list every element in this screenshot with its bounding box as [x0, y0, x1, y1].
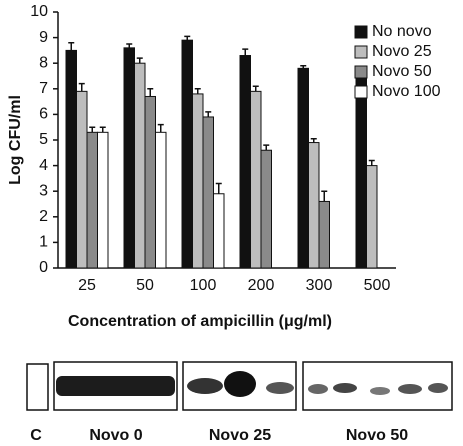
x-tick-label: 200	[248, 277, 275, 294]
x-tick-label: 300	[306, 277, 333, 294]
error-bar	[136, 57, 143, 64]
error-bar	[194, 88, 201, 94]
y-tick-label: 7	[39, 80, 48, 97]
gel-band	[428, 383, 448, 393]
x-tick-label: 100	[190, 277, 217, 294]
bar	[355, 72, 367, 269]
bar	[144, 95, 156, 269]
bar	[76, 90, 88, 269]
x-tick-label: 25	[78, 277, 96, 294]
error-bar	[68, 41, 75, 51]
error-bar	[99, 126, 106, 133]
gel-lane-box	[26, 363, 49, 411]
legend-swatch	[354, 25, 368, 39]
bar	[202, 116, 214, 269]
bar	[86, 131, 98, 269]
legend-swatch	[354, 45, 368, 59]
bar	[260, 149, 272, 269]
gel-band	[398, 384, 422, 394]
gel-band	[224, 371, 256, 397]
error-bar	[321, 190, 328, 202]
y-tick-label: 10	[30, 3, 48, 20]
bar	[123, 47, 135, 269]
bar	[366, 165, 378, 269]
bar	[181, 39, 193, 269]
y-tick-label: 8	[39, 54, 48, 71]
y-tick-label: 9	[39, 29, 48, 46]
gel: C Novo 0 Novo 25 Novo 50	[26, 361, 453, 444]
gel-band	[370, 387, 390, 395]
error-bar	[205, 111, 212, 117]
bar	[192, 93, 204, 269]
error-bar	[263, 144, 270, 151]
y-axis-label: Log CFU/ml	[7, 95, 24, 185]
error-bar	[252, 85, 259, 92]
y-tick-label: 1	[39, 234, 48, 251]
error-bar	[215, 182, 222, 194]
legend-label: Novo 100	[372, 83, 441, 100]
bar	[65, 49, 77, 269]
error-bar	[368, 159, 375, 166]
y-tick-label: 4	[39, 157, 48, 174]
bar	[318, 200, 330, 269]
bar	[134, 62, 146, 269]
gel-label: Novo 50	[346, 427, 408, 444]
error-bar	[184, 35, 191, 41]
gel-band	[333, 383, 357, 393]
legend-label: No novo	[372, 23, 432, 40]
x-tick-label: 50	[136, 277, 154, 294]
error-bar	[147, 88, 154, 97]
gel-label: Novo 0	[89, 427, 142, 444]
error-bar	[126, 43, 133, 48]
gel-band	[266, 382, 294, 394]
error-bar	[242, 48, 249, 56]
legend-label: Novo 25	[372, 43, 432, 60]
y-tick-label: 3	[39, 182, 48, 199]
error-bar	[310, 137, 317, 143]
error-bar	[300, 65, 307, 69]
y-tick-label: 5	[39, 131, 48, 148]
bar	[213, 193, 225, 269]
y-tick-label: 0	[39, 259, 48, 276]
gel-band	[308, 384, 328, 394]
bar	[239, 55, 251, 269]
bar	[97, 131, 109, 269]
gel-lane-box	[302, 361, 453, 411]
bar	[308, 142, 320, 269]
legend-label: Novo 50	[372, 63, 432, 80]
gel-label: Novo 25	[209, 427, 271, 444]
legend-swatch	[354, 85, 368, 99]
legend-swatch	[354, 65, 368, 79]
y-tick-label: 2	[39, 208, 48, 225]
bar	[155, 131, 167, 269]
x-axis-label: Concentration of ampicillin (μg/ml)	[68, 313, 332, 330]
gel-band	[187, 378, 223, 394]
y-tick-label: 6	[39, 106, 48, 123]
x-tick-label: 500	[364, 277, 391, 294]
gel-label: C	[30, 427, 42, 444]
bar	[297, 67, 309, 269]
error-bar	[157, 123, 164, 133]
error-bar	[89, 126, 96, 133]
bar	[250, 90, 262, 269]
error-bar	[78, 82, 85, 92]
gel-band	[56, 376, 175, 396]
